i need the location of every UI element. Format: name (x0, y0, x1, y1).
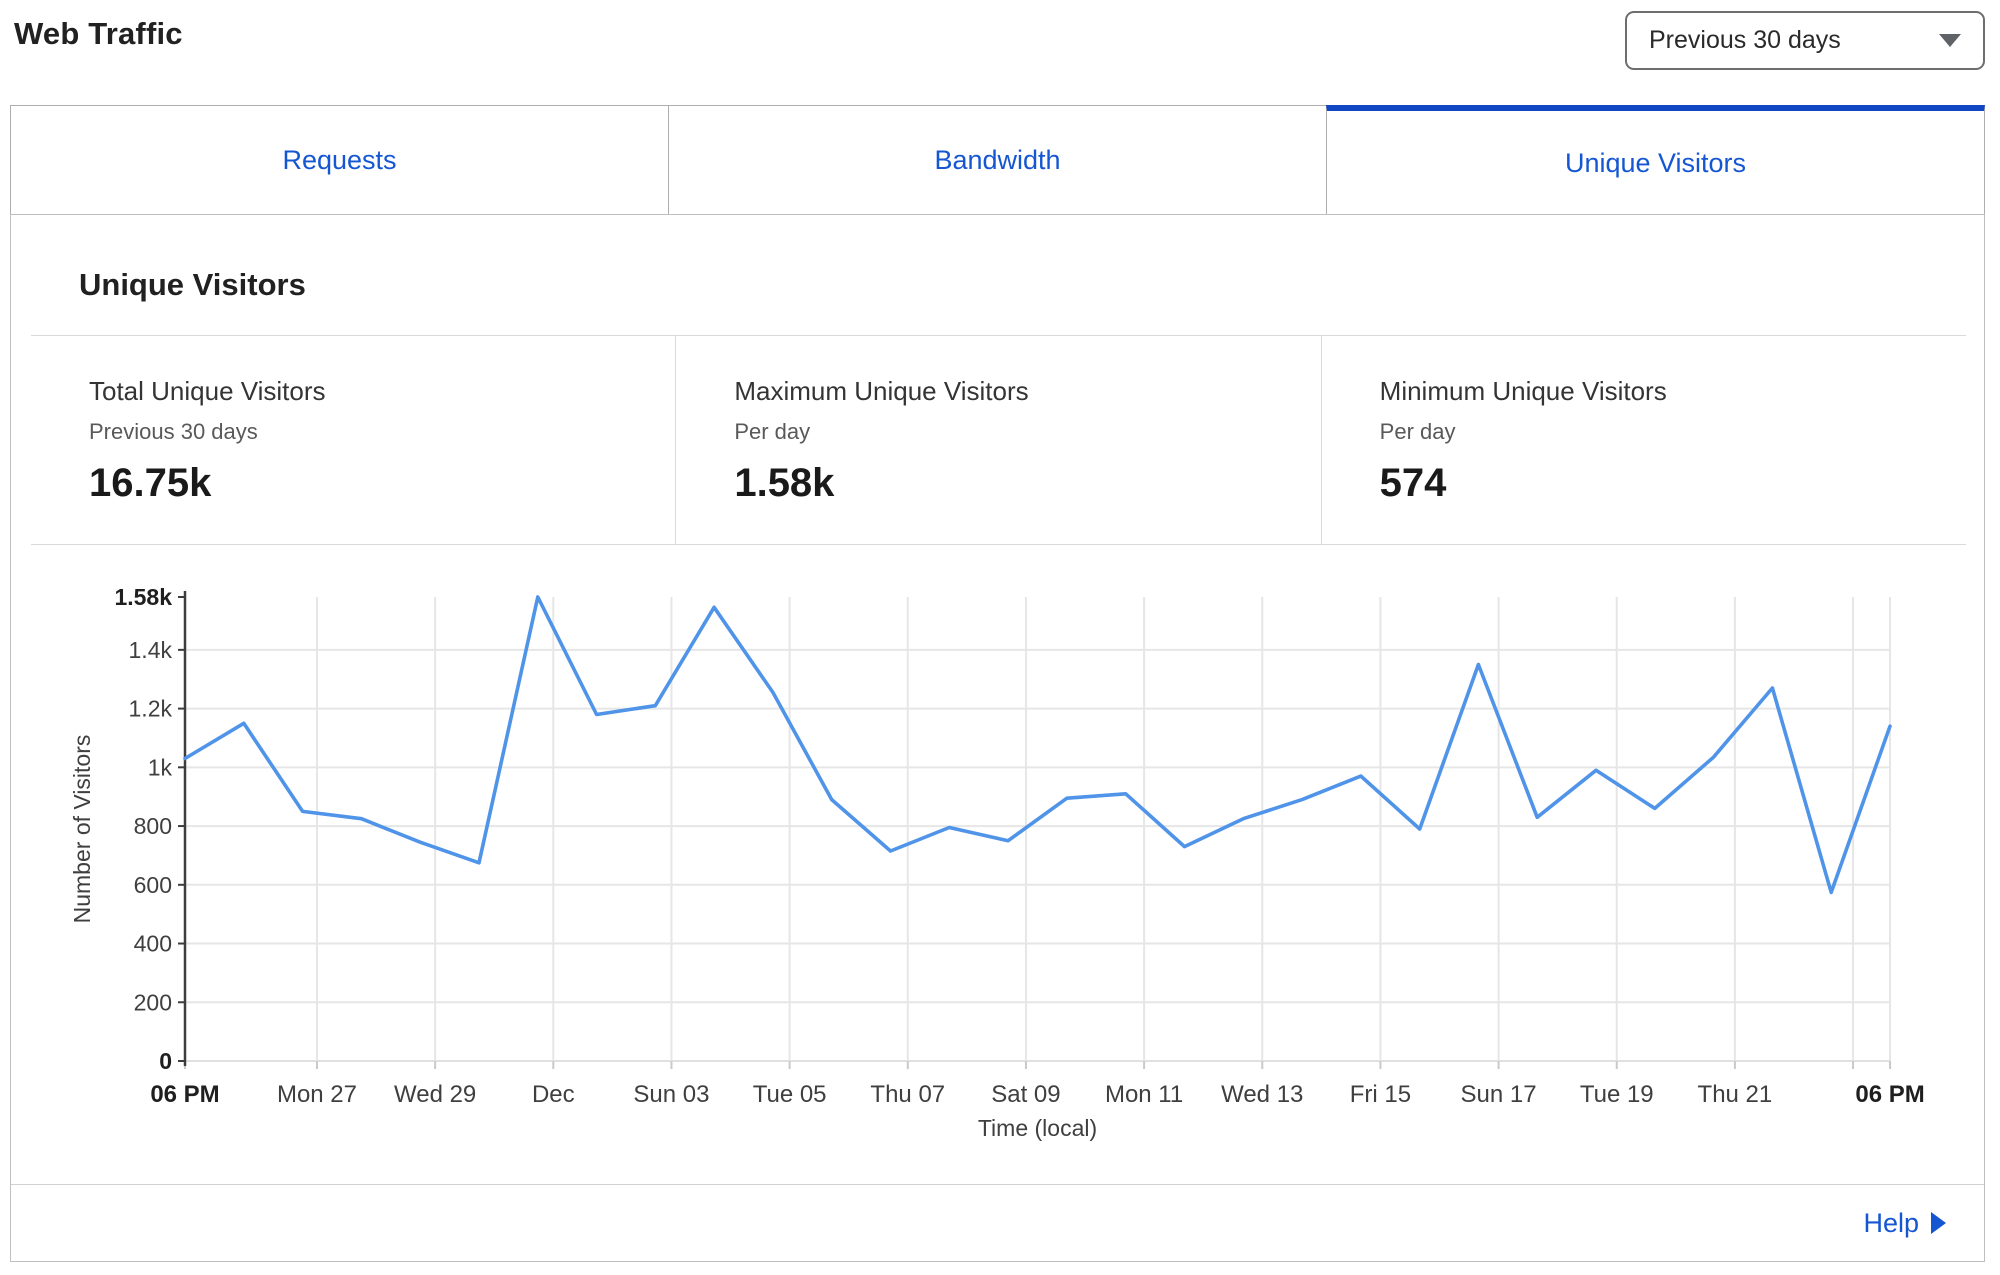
unique-visitors-panel: Unique Visitors Total Unique Visitors Pr… (10, 214, 1985, 1262)
tab-requests[interactable]: Requests (10, 105, 669, 215)
arrow-right-icon (1931, 1212, 1946, 1234)
svg-text:1k: 1k (148, 754, 173, 780)
svg-text:Number of Visitors: Number of Visitors (69, 735, 95, 924)
svg-text:Time (local): Time (local) (978, 1115, 1097, 1141)
tab-bandwidth-label: Bandwidth (934, 144, 1061, 175)
svg-text:200: 200 (134, 989, 172, 1015)
svg-text:Thu 07: Thu 07 (870, 1081, 945, 1108)
svg-text:1.4k: 1.4k (129, 637, 173, 663)
stats-row: Total Unique Visitors Previous 30 days 1… (31, 335, 1966, 545)
svg-text:Mon 11: Mon 11 (1105, 1081, 1183, 1108)
svg-text:0: 0 (159, 1048, 172, 1074)
svg-text:Sun 17: Sun 17 (1461, 1081, 1537, 1108)
stat-value: 574 (1379, 461, 1447, 505)
stat-sublabel: Previous 30 days (89, 419, 258, 444)
stat-maximum-unique-visitors: Maximum Unique Visitors Per day 1.58k (675, 336, 1320, 544)
svg-text:Wed 13: Wed 13 (1221, 1081, 1303, 1108)
svg-text:400: 400 (134, 931, 172, 957)
tab-requests-label: Requests (282, 144, 397, 175)
svg-text:Tue 05: Tue 05 (753, 1081, 827, 1108)
svg-text:Tue 19: Tue 19 (1580, 1081, 1654, 1108)
tab-bandwidth[interactable]: Bandwidth (668, 105, 1327, 215)
stat-sublabel: Per day (1379, 419, 1456, 444)
date-range-value: Previous 30 days (1649, 26, 1841, 54)
stat-label: Total Unique Visitors (89, 376, 326, 406)
svg-text:600: 600 (134, 872, 172, 898)
date-range-dropdown[interactable]: Previous 30 days (1625, 11, 1985, 70)
svg-text:06 PM: 06 PM (1855, 1081, 1924, 1108)
stat-label: Minimum Unique Visitors (1379, 376, 1667, 406)
svg-text:Wed 29: Wed 29 (394, 1081, 476, 1108)
traffic-tabs: Requests Bandwidth Unique Visitors (10, 105, 1985, 215)
svg-text:800: 800 (134, 813, 172, 839)
chevron-down-icon (1939, 34, 1961, 47)
stat-value: 1.58k (734, 461, 835, 505)
stat-label: Maximum Unique Visitors (734, 376, 1029, 406)
svg-text:Sun 03: Sun 03 (633, 1081, 709, 1108)
stat-total-unique-visitors: Total Unique Visitors Previous 30 days 1… (31, 336, 675, 544)
help-link-label: Help (1863, 1207, 1919, 1238)
page-title: Web Traffic (14, 16, 183, 51)
stat-sublabel: Per day (734, 419, 811, 444)
svg-text:06 PM: 06 PM (150, 1081, 219, 1108)
svg-text:Sat 09: Sat 09 (991, 1081, 1060, 1108)
panel-footer: Help (11, 1184, 1984, 1261)
svg-text:1.58k: 1.58k (114, 584, 172, 610)
tab-unique-visitors[interactable]: Unique Visitors (1326, 105, 1985, 215)
section-heading: Unique Visitors (79, 267, 306, 302)
svg-text:Thu 21: Thu 21 (1698, 1081, 1773, 1108)
svg-text:Dec: Dec (532, 1081, 575, 1108)
svg-text:Mon 27: Mon 27 (277, 1081, 357, 1108)
stat-minimum-unique-visitors: Minimum Unique Visitors Per day 574 (1320, 336, 1966, 544)
svg-text:Fri 15: Fri 15 (1350, 1081, 1411, 1108)
svg-text:1.2k: 1.2k (129, 696, 173, 722)
help-link[interactable]: Help (1863, 1208, 1946, 1239)
tab-unique-visitors-label: Unique Visitors (1564, 147, 1747, 178)
unique-visitors-line-chart: 0 200 400 600 800 1k 1.2k 1.4k 1.58k 06 PM Mon 27 W… (69, 584, 1925, 1141)
stat-value: 16.75k (89, 461, 212, 505)
